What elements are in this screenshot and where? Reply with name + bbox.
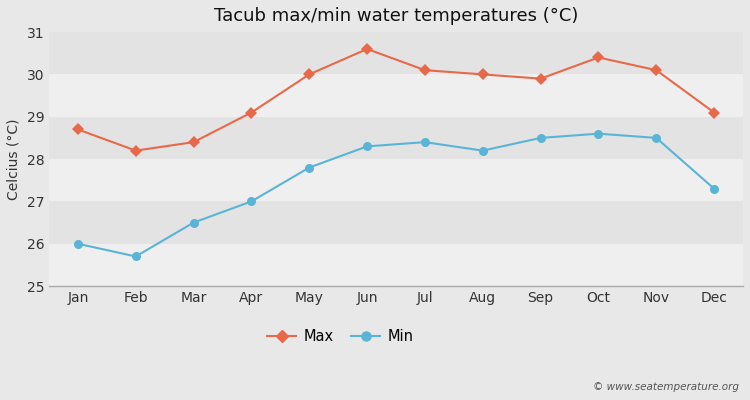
Min — [478, 148, 488, 153]
Min — [362, 144, 371, 149]
Bar — [49, 117, 743, 159]
Max — [421, 68, 430, 72]
Max — [652, 68, 661, 72]
Min — [304, 165, 313, 170]
Bar — [49, 159, 743, 202]
Text: © www.seatemperature.org: © www.seatemperature.org — [592, 382, 739, 392]
Bar — [49, 74, 743, 117]
Min — [594, 131, 603, 136]
Min — [536, 136, 545, 140]
Max — [247, 110, 256, 115]
Max — [189, 140, 198, 144]
Bar — [49, 32, 743, 74]
Line: Max: Max — [74, 45, 718, 155]
Min — [652, 136, 661, 140]
Legend: Max, Min: Max, Min — [262, 323, 419, 350]
Max — [304, 72, 313, 77]
Min — [710, 186, 718, 191]
Max — [536, 76, 545, 81]
Y-axis label: Celcius (°C): Celcius (°C) — [7, 118, 21, 200]
Min — [74, 241, 82, 246]
Min — [421, 140, 430, 144]
Max — [594, 55, 603, 60]
Max — [478, 72, 488, 77]
Max — [74, 127, 82, 132]
Max — [362, 46, 371, 51]
Line: Min: Min — [74, 129, 718, 261]
Title: Tacub max/min water temperatures (°C): Tacub max/min water temperatures (°C) — [214, 7, 578, 25]
Bar — [49, 244, 743, 286]
Min — [131, 254, 140, 259]
Min — [247, 199, 256, 204]
Bar — [49, 202, 743, 244]
Max — [131, 148, 140, 153]
Max — [710, 110, 718, 115]
Min — [189, 220, 198, 225]
